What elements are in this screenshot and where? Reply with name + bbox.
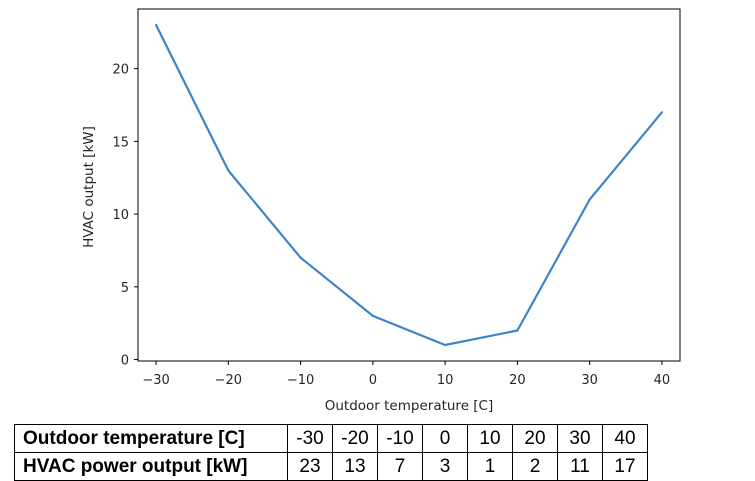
table-cell: 2 (512, 452, 558, 481)
y-tick-label: 5 (121, 281, 129, 296)
data-point (516, 329, 519, 332)
row-header-temperature: Outdoor temperature [C] (14, 424, 288, 453)
table-cell: 0 (422, 424, 468, 453)
data-point (227, 169, 230, 172)
table-cell: 20 (512, 424, 558, 453)
data-point (588, 198, 591, 201)
x-tick-label: 40 (654, 373, 671, 388)
table-cell: 1 (467, 452, 513, 481)
x-tick-label: 10 (437, 373, 454, 388)
table-cell: 30 (557, 424, 603, 453)
y-tick-label: 15 (112, 135, 129, 150)
series-line (155, 24, 663, 347)
data-point (371, 314, 374, 318)
plot-area (137, 8, 681, 362)
table-cell: 10 (467, 424, 513, 453)
table-row: Outdoor temperature [C] -30 -20 -10 0 10… (14, 424, 648, 453)
series-group (154, 23, 664, 347)
x-tick-label: −10 (287, 373, 314, 388)
table-cell: 3 (422, 452, 468, 481)
y-tick-label: 20 (112, 63, 129, 78)
y-axis: 0 5 10 15 20 (112, 63, 138, 369)
table-cell: -20 (332, 424, 378, 453)
line-chart: −30 −20 −10 0 10 20 30 40 0 5 10 15 20 Outdoor temp… (81, 8, 681, 414)
table-row: HVAC power output [kW] 23 13 7 3 1 2 11 … (14, 452, 648, 481)
plot-border (137, 8, 681, 362)
x-tick-label: −20 (215, 373, 242, 388)
table-cell: 40 (602, 424, 648, 453)
x-axis-label: Outdoor temperature [C] (325, 398, 494, 414)
table-cell: -10 (377, 424, 423, 453)
table-cell: 11 (557, 452, 603, 481)
x-axis: −30 −20 −10 0 10 20 30 40 (142, 361, 670, 388)
x-tick-label: 0 (369, 373, 377, 388)
data-table: Outdoor temperature [C] -30 -20 -10 0 10… (14, 424, 648, 481)
data-point (154, 23, 158, 27)
y-tick-label: 0 (121, 354, 129, 369)
table-cell: 13 (332, 452, 378, 481)
x-tick-label: 20 (509, 373, 526, 388)
table-cell: 7 (377, 452, 423, 481)
table-cell: 23 (287, 452, 333, 481)
table-cell: 17 (602, 452, 648, 481)
data-point (299, 256, 302, 259)
data-point (444, 343, 447, 347)
y-axis-label: HVAC output [kW] (81, 126, 97, 248)
row-header-power: HVAC power output [kW] (14, 452, 288, 481)
y-tick-label: 10 (112, 208, 129, 223)
table-cell: -30 (287, 424, 333, 453)
x-tick-label: 30 (581, 373, 598, 388)
x-tick-label: −30 (142, 373, 169, 388)
data-point (660, 111, 664, 114)
